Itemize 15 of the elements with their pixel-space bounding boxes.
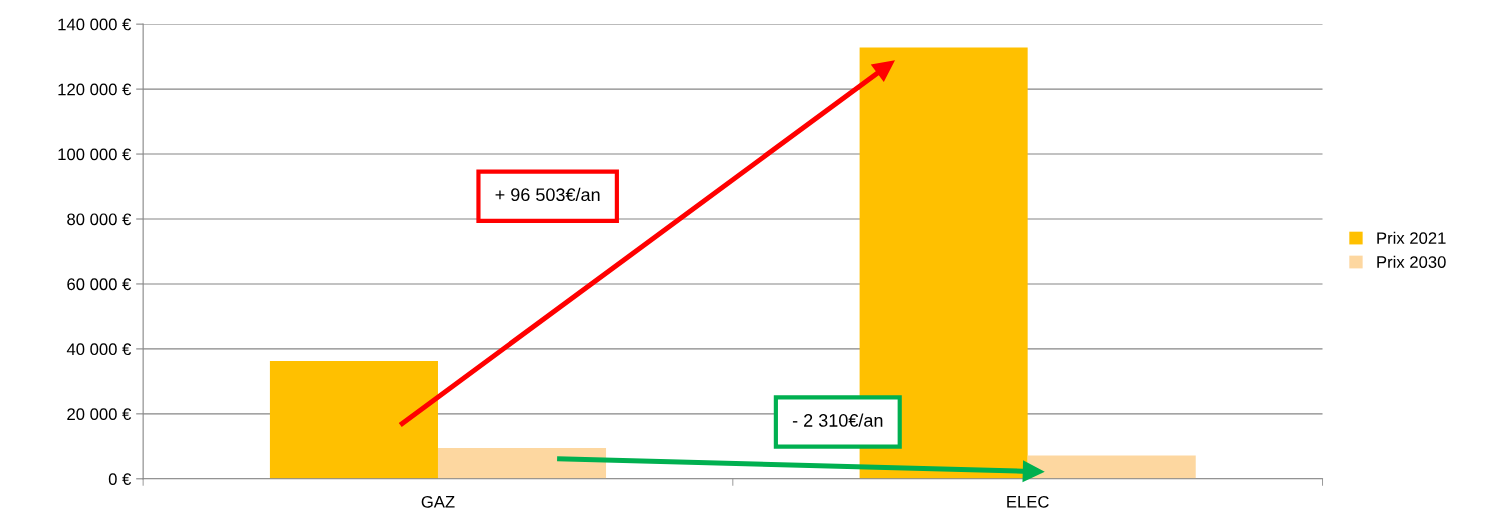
y-tick-label: 0 € xyxy=(108,473,132,485)
y-tick-label: 140 000 € xyxy=(58,18,132,31)
bar xyxy=(269,360,438,479)
legend-label: Prix 2021 xyxy=(1377,231,1446,245)
y-tick-label: 120 000 € xyxy=(58,83,132,96)
y-tick-label: 40 000 € xyxy=(66,343,132,356)
y-tick-label: 60 000 € xyxy=(67,278,132,291)
x-tick-label: ELEC xyxy=(1007,495,1049,508)
annotation: + 96 503€/an xyxy=(495,187,600,202)
x-tick-label: GAZ xyxy=(421,495,455,508)
legend-label: Prix 2030 xyxy=(1377,255,1446,268)
y-tick-label: 20 000 € xyxy=(67,408,132,421)
y-tick-label: 80 000 € xyxy=(67,213,132,226)
y-tick-label: 100 000 € xyxy=(58,148,132,161)
annotation: - 2 310€/an xyxy=(792,413,883,427)
